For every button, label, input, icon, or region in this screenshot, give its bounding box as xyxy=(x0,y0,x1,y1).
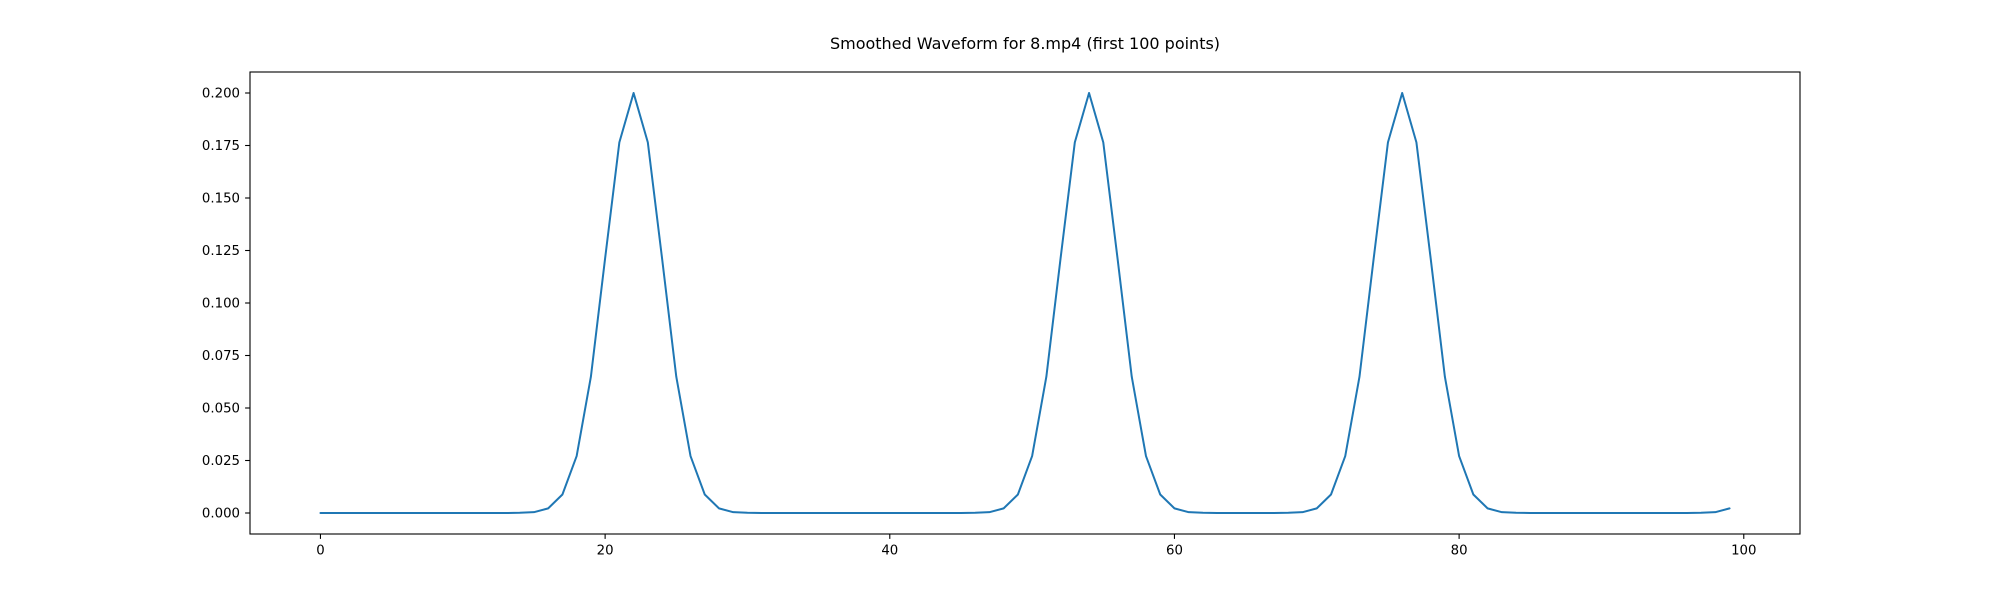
y-tick-label: 0.125 xyxy=(202,244,240,259)
x-tick-label: 0 xyxy=(316,544,324,559)
x-tick-label: 40 xyxy=(881,544,898,559)
y-tick-label: 0.175 xyxy=(202,139,240,154)
y-tick-label: 0.000 xyxy=(202,507,240,522)
y-tick-label: 0.100 xyxy=(202,297,240,312)
chart-title: Smoothed Waveform for 8.mp4 (first 100 p… xyxy=(830,34,1220,53)
waveform-line xyxy=(319,92,1731,514)
axes-spines xyxy=(249,71,1801,535)
x-tick-label: 60 xyxy=(1166,544,1183,559)
y-tick-label: 0.075 xyxy=(202,349,240,364)
x-tick-label: 20 xyxy=(597,544,614,559)
y-tick-label: 0.150 xyxy=(202,192,240,207)
y-tick-label: 0.050 xyxy=(202,402,240,417)
x-tick-label: 80 xyxy=(1451,544,1468,559)
y-tick-label: 0.025 xyxy=(202,454,240,469)
x-tick-label: 100 xyxy=(1731,544,1756,559)
y-tick-label: 0.200 xyxy=(202,87,240,102)
